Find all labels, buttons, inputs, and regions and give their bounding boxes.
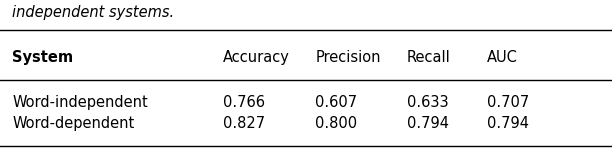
Text: AUC: AUC	[487, 50, 517, 65]
Text: 0.633: 0.633	[407, 95, 449, 110]
Text: 0.800: 0.800	[315, 116, 357, 131]
Text: Recall: Recall	[407, 50, 450, 65]
Text: Word-independent: Word-independent	[12, 95, 148, 110]
Text: Accuracy: Accuracy	[223, 50, 290, 65]
Text: System: System	[12, 50, 73, 65]
Text: Word-dependent: Word-dependent	[12, 116, 135, 131]
Text: 0.794: 0.794	[487, 116, 529, 131]
Text: Precision: Precision	[315, 50, 381, 65]
Text: 0.827: 0.827	[223, 116, 266, 131]
Text: independent systems.: independent systems.	[12, 4, 174, 20]
Text: 0.794: 0.794	[407, 116, 449, 131]
Text: 0.707: 0.707	[487, 95, 529, 110]
Text: 0.766: 0.766	[223, 95, 266, 110]
Text: 0.607: 0.607	[315, 95, 357, 110]
